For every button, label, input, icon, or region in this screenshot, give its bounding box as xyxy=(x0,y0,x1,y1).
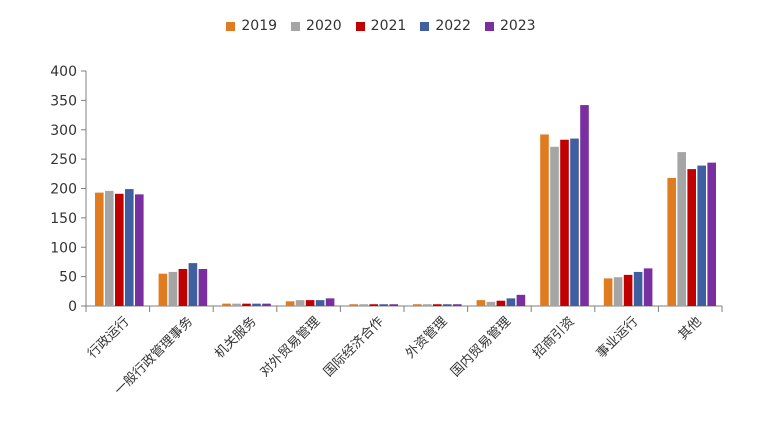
bar xyxy=(389,304,398,306)
bar xyxy=(232,303,241,306)
bar xyxy=(677,152,686,306)
legend-label: 2021 xyxy=(370,18,407,34)
bar xyxy=(423,304,432,306)
y-tick-label: 300 xyxy=(50,123,77,139)
chart-legend: 2019 2020 2021 2022 2023 xyxy=(0,18,762,34)
bar xyxy=(115,193,124,306)
bar xyxy=(188,263,198,306)
x-tick-label: 国际经济合作 xyxy=(321,314,387,380)
legend-swatch xyxy=(291,21,301,31)
y-tick-label: 400 xyxy=(50,64,77,80)
y-tick-label: 50 xyxy=(59,270,77,286)
y-tick-label: 150 xyxy=(50,211,77,227)
legend-item: 2019 xyxy=(226,18,277,34)
bar xyxy=(506,298,516,306)
bar xyxy=(496,300,506,306)
legend-label: 2019 xyxy=(241,18,278,34)
bar xyxy=(707,162,716,306)
x-tick-label: 其他 xyxy=(676,314,705,343)
y-tick-label: 0 xyxy=(68,299,77,315)
bar xyxy=(413,304,422,306)
bar xyxy=(168,271,178,306)
bar xyxy=(95,192,104,306)
legend-swatch xyxy=(484,21,494,31)
bar xyxy=(198,268,208,306)
bar xyxy=(242,303,251,306)
bar xyxy=(486,301,496,306)
legend-item: 2020 xyxy=(291,18,342,34)
bar xyxy=(643,268,653,306)
bar xyxy=(453,304,462,306)
y-tick-label: 200 xyxy=(50,182,77,198)
bar xyxy=(697,165,706,306)
bar xyxy=(369,304,378,306)
x-tick-label: 行政运行 xyxy=(85,314,132,361)
bar xyxy=(476,300,486,306)
bar xyxy=(158,273,168,306)
bar xyxy=(613,277,623,306)
legend-item: 2022 xyxy=(420,18,471,34)
bar xyxy=(580,105,589,306)
bar xyxy=(540,134,549,306)
bar xyxy=(349,304,358,306)
legend-swatch xyxy=(420,21,430,31)
x-tick-label: 招商引资 xyxy=(530,314,577,361)
bar xyxy=(443,304,452,306)
bar xyxy=(285,301,295,306)
x-tick-label: 国内贸易管理 xyxy=(448,314,514,380)
bar xyxy=(178,268,188,306)
legend-label: 2020 xyxy=(306,18,342,34)
bar xyxy=(262,303,271,306)
bar xyxy=(305,300,315,306)
bar xyxy=(325,298,335,306)
bar xyxy=(379,304,388,306)
bar xyxy=(315,300,325,306)
bar xyxy=(433,304,442,306)
legend-label: 2023 xyxy=(499,18,536,34)
x-tick-label: 事业运行 xyxy=(594,314,641,361)
bar xyxy=(603,278,613,306)
legend-swatch xyxy=(355,21,365,31)
bar xyxy=(252,303,261,306)
bar xyxy=(623,274,633,306)
bar xyxy=(667,177,676,306)
legend-swatch xyxy=(226,21,236,31)
bar xyxy=(516,294,526,306)
legend-item: 2023 xyxy=(484,18,536,34)
bar xyxy=(687,169,696,306)
bar xyxy=(295,300,305,306)
bar xyxy=(135,194,144,306)
bar xyxy=(222,303,231,306)
bar xyxy=(105,190,114,306)
x-tick-label: 机关服务 xyxy=(212,314,260,362)
bar xyxy=(633,271,643,306)
legend-item: 2021 xyxy=(355,18,407,34)
bar xyxy=(560,139,569,306)
x-tick-label: 外资管理 xyxy=(403,314,450,361)
y-tick-label: 250 xyxy=(50,152,77,168)
legend-label: 2022 xyxy=(435,18,471,34)
bar xyxy=(550,146,559,306)
y-tick-label: 100 xyxy=(50,240,77,256)
x-tick-label: 对外贸易管理 xyxy=(257,314,323,380)
y-tick-label: 350 xyxy=(50,93,77,109)
bar xyxy=(359,304,368,306)
bar xyxy=(125,189,134,306)
bar xyxy=(570,138,579,306)
